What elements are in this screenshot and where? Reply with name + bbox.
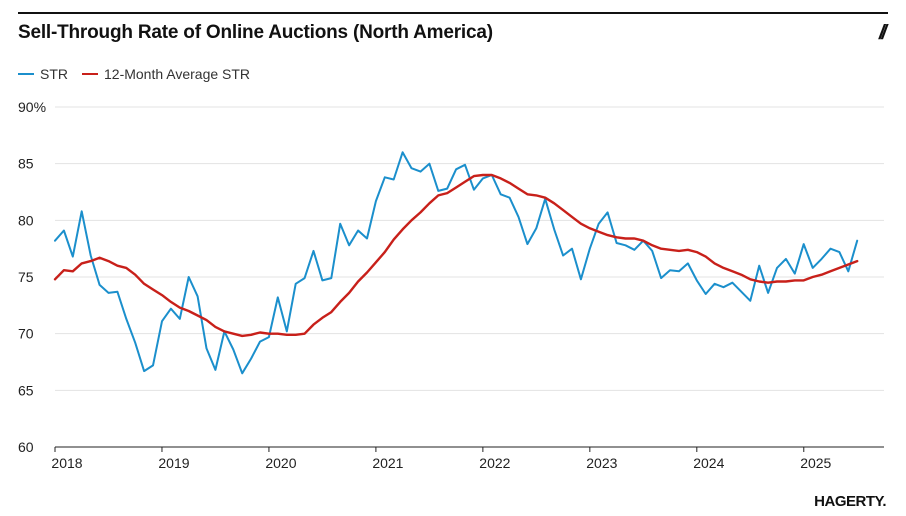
legend-item-str[interactable]: STR xyxy=(18,66,68,82)
x-tick-label-2021: 2021 xyxy=(372,455,403,471)
x-tick-label-2018: 2018 xyxy=(51,455,82,471)
x-tick-label-2022: 2022 xyxy=(479,455,510,471)
legend: STR 12-Month Average STR xyxy=(18,66,264,82)
legend-swatch-avg xyxy=(82,73,98,75)
y-tick-label-60: 60 xyxy=(18,439,34,455)
legend-label-str: STR xyxy=(40,66,68,82)
legend-swatch-str xyxy=(18,73,34,75)
hagerty-logo: HAGERTY. xyxy=(814,493,886,510)
x-tick-label-2023: 2023 xyxy=(586,455,617,471)
y-tick-label-90: 90% xyxy=(18,99,46,115)
y-tick-label-80: 80 xyxy=(18,212,34,228)
x-tick-label-2024: 2024 xyxy=(693,455,724,471)
chart-title: Sell-Through Rate of Online Auctions (No… xyxy=(18,22,493,43)
y-tick-label-70: 70 xyxy=(18,326,34,342)
slash-logo-icon: // xyxy=(878,22,887,44)
series-line-str xyxy=(54,151,859,375)
y-tick-label-75: 75 xyxy=(18,269,34,285)
series-line-12-month-avg xyxy=(53,173,859,338)
x-tick-label-2025: 2025 xyxy=(800,455,831,471)
legend-label-avg: 12-Month Average STR xyxy=(104,66,251,82)
x-tick-label-2020: 2020 xyxy=(265,455,296,471)
top-rule xyxy=(18,12,888,14)
y-tick-label-85: 85 xyxy=(18,156,34,172)
legend-item-avg[interactable]: 12-Month Average STR xyxy=(82,66,250,82)
y-tick-label-65: 65 xyxy=(18,382,34,398)
x-tick-label-2019: 2019 xyxy=(158,455,189,471)
